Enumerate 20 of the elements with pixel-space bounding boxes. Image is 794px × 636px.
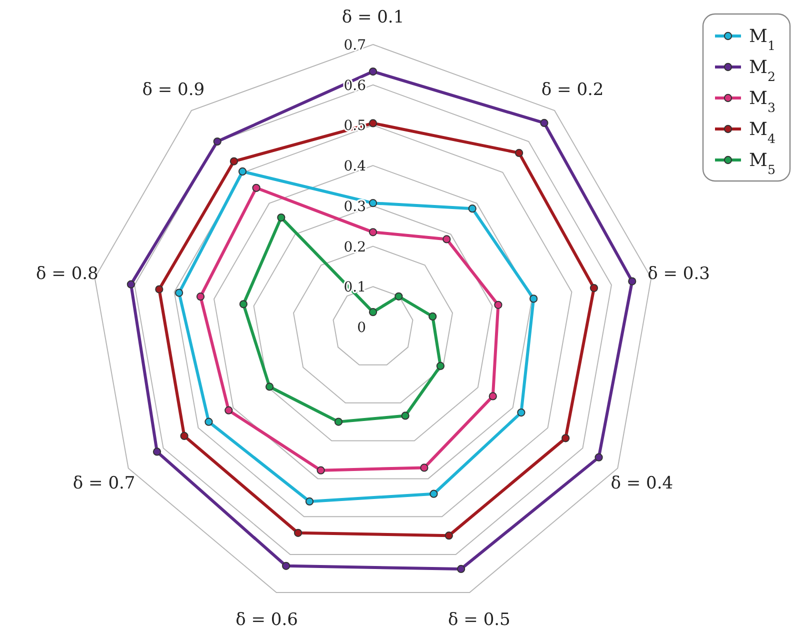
spoke-label: δ = 0.1: [342, 8, 404, 28]
y-tick-label: 0.4: [344, 158, 366, 175]
legend-label: M$_{1}$: [749, 26, 776, 52]
spoke-label: δ = 0.6: [236, 610, 298, 630]
y-tick-label: 0.3: [344, 198, 366, 215]
y-tick-label: 0: [357, 320, 366, 336]
spoke-label: δ = 0.3: [648, 264, 710, 284]
legend-label: M$_{2}$: [749, 57, 776, 84]
spoke-label: δ = 0.2: [541, 80, 604, 100]
legend-label: M$_{3}$: [749, 88, 776, 114]
spoke-label: δ = 0.8: [36, 264, 98, 284]
spoke-label: δ = 0.7: [72, 473, 136, 494]
legend-label: M$_{5}$: [749, 150, 776, 176]
y-tick-label: 0.2: [344, 239, 366, 256]
spoke-label: δ = 0.4: [610, 473, 674, 494]
y-tick-label: 0.6: [344, 78, 366, 94]
spoke-label: δ = 0.5: [448, 610, 510, 630]
y-tick-label: 0.7: [344, 38, 366, 54]
spoke-label: δ = 0.9: [142, 80, 205, 100]
legend-label: M$_{4}$: [749, 119, 776, 146]
